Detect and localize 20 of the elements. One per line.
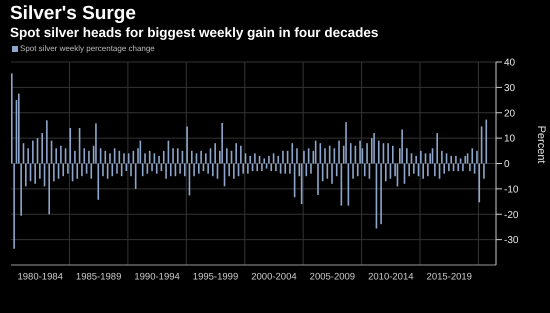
y-tick-label: 30 (504, 82, 516, 94)
y-tick-label: 40 (504, 58, 516, 69)
y-axis-title: Percent (535, 126, 548, 164)
x-tick-label: 2005-2009 (310, 272, 356, 283)
x-tick-label: 1995-1999 (192, 272, 238, 283)
y-tick-label: -30 (504, 235, 519, 246)
y-tick-label: -20 (504, 210, 519, 221)
x-tick-label: 1980-1984 (18, 272, 63, 283)
y-tick-label: 10 (504, 134, 516, 145)
x-tick-label: 1985-1989 (76, 272, 122, 283)
chart-subtitle: Spot silver heads for biggest weekly gain in four decades (10, 25, 378, 40)
y-tick-label: 20 (504, 108, 516, 120)
x-tick-label: 1990-1994 (134, 272, 180, 283)
chart-title: Silver's Surge (10, 3, 136, 25)
x-tick-label: 2010-2014 (368, 272, 414, 283)
x-tick-label: 2000-2004 (251, 272, 297, 283)
legend-label: Spot silver weekly percentage change (19, 44, 155, 53)
y-tick-label: -10 (504, 184, 519, 196)
y-tick-label: 0 (504, 159, 510, 170)
x-tick-label: 2015-2019 (426, 272, 472, 283)
